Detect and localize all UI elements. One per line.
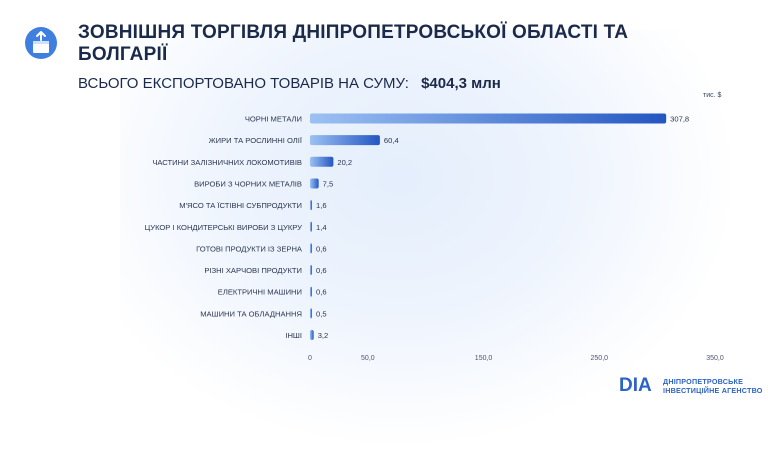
x-tick-label: 0: [308, 355, 312, 362]
bar: [310, 308, 312, 319]
x-tick-label: 50,0: [361, 355, 375, 362]
value-label: 7,5: [323, 179, 334, 188]
bar: [310, 286, 312, 297]
x-tick-label: 350,0: [706, 355, 724, 362]
brand-name: ДНІПРОПЕТРОВСЬКЕ ІНВЕСТИЦІЙНЕ АГЕНСТВО: [663, 377, 763, 395]
x-tick-label: 150,0: [475, 355, 493, 362]
page-title: ЗОВНІШНЯ ТОРГІВЛЯ ДНІПРОПЕТРОВСЬКОЇ ОБЛА…: [78, 22, 629, 65]
value-label: 0,6: [316, 288, 327, 297]
value-label: 0,5: [316, 309, 327, 318]
brand-line-1: ДНІПРОПЕТРОВСЬКЕ: [663, 377, 744, 386]
bar: [310, 135, 380, 146]
brand-mark: DIA: [619, 375, 652, 394]
category-label: М'ЯСО ТА ЇСТІВНІ СУБПРОДУКТИ: [179, 201, 302, 210]
bar: [310, 113, 667, 124]
category-label: РІЗНІ ХАРЧОВІ ПРОДУКТИ: [204, 266, 302, 275]
value-label: 1,6: [316, 201, 327, 210]
value-label: 60,4: [384, 136, 399, 145]
category-label: МАШИНИ ТА ОБЛАДНАННЯ: [200, 309, 302, 318]
export-total: ВСЬОГО ЕКСПОРТОВАНО ТОВАРІВ НА СУМУ: $40…: [78, 74, 501, 94]
value-label: 3,2: [318, 331, 329, 340]
export-total-amount: $404,3 млн: [421, 75, 501, 92]
category-label: ВИРОБИ З ЧОРНИХ МЕТАЛІВ: [194, 179, 302, 188]
bar: [310, 221, 312, 232]
category-label: ІНШІ: [285, 331, 302, 340]
value-label: 307,8: [670, 115, 689, 124]
bar: [310, 178, 319, 189]
bar: [310, 330, 314, 340]
category-label: ЕЛЕКТРИЧНІ МАШИНИ: [218, 288, 302, 297]
category-label: ГОТОВІ ПРОДУКТИ ІЗ ЗЕРНА: [196, 244, 303, 253]
category-label: ЧОРНІ МЕТАЛИ: [245, 115, 302, 124]
bar: [310, 200, 312, 211]
bar: [310, 156, 334, 167]
dia-logo: DIA: [619, 374, 661, 399]
value-label: 0,6: [316, 244, 327, 253]
value-label: 20,2: [337, 158, 352, 167]
category-label: ЖИРИ ТА РОСЛИННІ ОЛІЇ: [209, 136, 303, 145]
category-label: ЧАСТИНИ ЗАЛІЗНИЧНИХ ЛОКОМОТИВІВ: [152, 158, 302, 167]
value-label: 1,4: [316, 223, 327, 232]
export-total-label: ВСЬОГО ЕКСПОРТОВАНО ТОВАРІВ НА СУМУ:: [78, 75, 409, 92]
bar: [310, 265, 312, 276]
unit-label: тис. $: [703, 92, 722, 99]
brand-line-2: ІНВЕСТИЦІЙНЕ АГЕНСТВО: [663, 386, 763, 395]
value-label: 0,6: [316, 266, 327, 275]
export-box-icon: [24, 26, 58, 60]
bar: [310, 243, 312, 254]
category-label: ЦУКОР І КОНДИТЕРСЬКІ ВИРОБИ З ЦУКРУ: [145, 223, 303, 232]
x-tick-label: 250,0: [591, 355, 609, 362]
bar-chart: ЧОРНІ МЕТАЛИ 307,8 ЖИРИ ТА РОСЛИННІ ОЛІЇ 60…: [145, 113, 724, 362]
